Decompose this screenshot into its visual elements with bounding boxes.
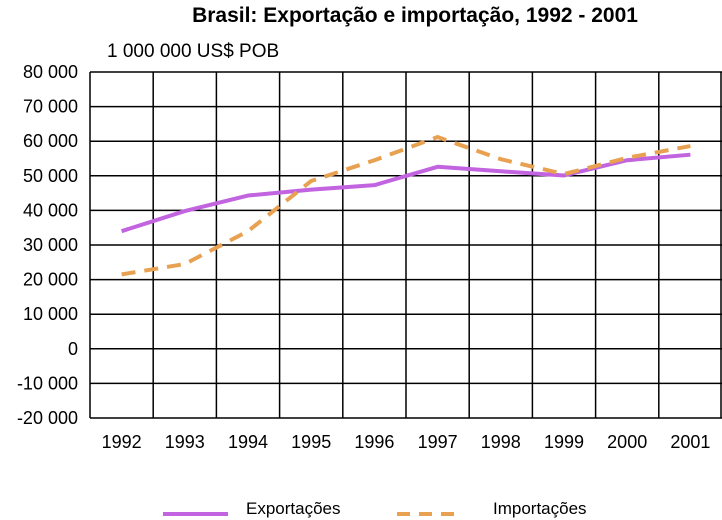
x-tick-label: 1999 — [544, 432, 584, 452]
grid — [89, 71, 722, 419]
x-axis-ticks: 1992 1993 1994 1995 1996 1997 1998 1999 2000 2001 — [102, 432, 711, 452]
y-tick-label: 40 000 — [23, 200, 78, 220]
legend: Exportações Importações — [163, 499, 587, 518]
y-tick-label: 30 000 — [23, 235, 78, 255]
series-lines — [120, 135, 691, 277]
x-tick-label: 2001 — [670, 432, 710, 452]
x-tick-label: 2000 — [607, 432, 647, 452]
y-tick-label: 60 000 — [23, 131, 78, 151]
legend-label: Importações — [493, 499, 587, 518]
y-tick-label: 0 — [68, 339, 78, 359]
y-tick-label: 80 000 — [23, 62, 78, 82]
series-line-importacoes — [121, 135, 691, 277]
y-tick-label: -20 000 — [17, 408, 78, 428]
legend-label: Exportações — [246, 499, 341, 518]
y-tick-label: 50 000 — [23, 166, 78, 186]
x-tick-label: 1994 — [228, 432, 268, 452]
unit-label: 1 000 000 US$ POB — [107, 41, 279, 62]
x-tick-label: 1993 — [165, 432, 205, 452]
x-tick-label: 1992 — [102, 432, 142, 452]
x-tick-label: 1995 — [291, 432, 331, 452]
chart-title: Brasil: Exportação e importação, 1992 - … — [192, 4, 638, 27]
y-tick-label: 10 000 — [23, 304, 78, 324]
y-tick-label: 20 000 — [23, 270, 78, 290]
y-tick-label: 70 000 — [23, 97, 78, 117]
x-tick-label: 1996 — [354, 432, 394, 452]
y-axis-ticks: 80 000 70 000 60 000 50 000 40 000 30 000 20 0… — [17, 62, 78, 428]
y-tick-label: -10 000 — [17, 373, 78, 393]
x-tick-label: 1998 — [481, 432, 521, 452]
x-tick-label: 1997 — [418, 432, 458, 452]
